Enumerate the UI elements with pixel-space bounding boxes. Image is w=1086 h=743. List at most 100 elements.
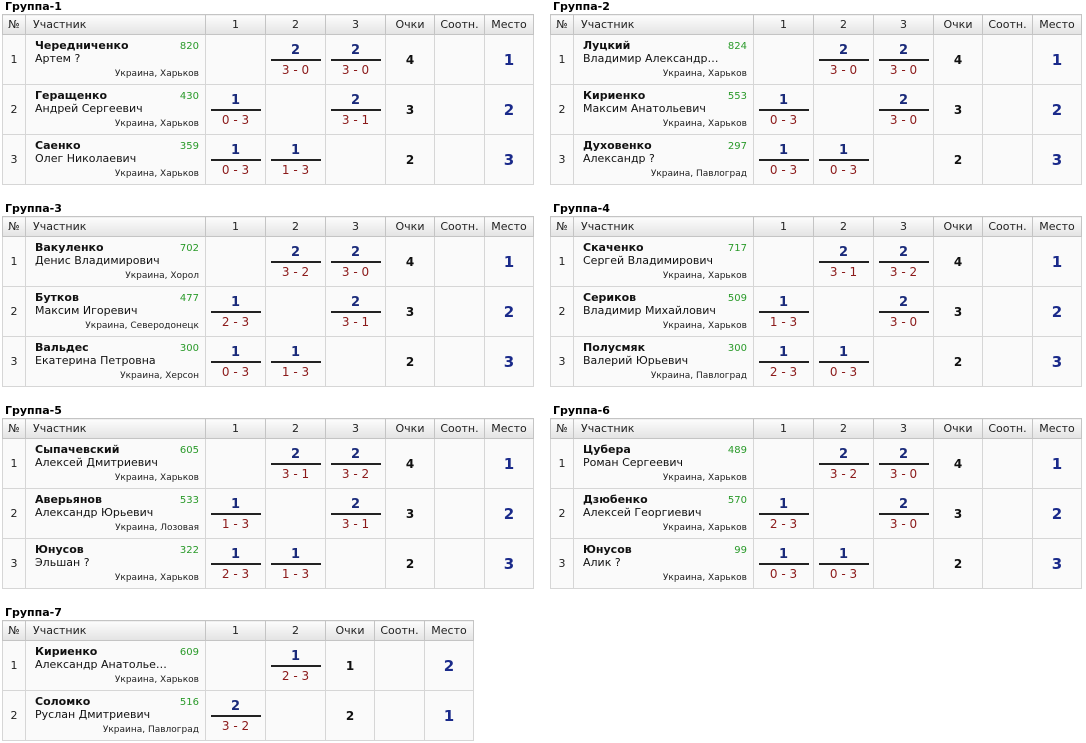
col-header-num: № (550, 418, 574, 439)
participant-rating: 605 (179, 445, 199, 456)
participant-surname[interactable]: Юнусов (583, 543, 632, 556)
match-score: 0 - 3 (221, 112, 250, 127)
points-cell: 3 (385, 488, 435, 539)
participant-surname[interactable]: Луцкий (583, 39, 631, 52)
participant-cell[interactable]: Скаченко Сергей Владимирович 717 Украина, Х… (573, 236, 754, 287)
participant-name: Алик ? (583, 556, 621, 569)
participant-name: Алексей Дмитриевич (35, 456, 158, 469)
match-result: 1 0 - 3 (753, 84, 814, 135)
participant-surname[interactable]: Кириенко (583, 89, 646, 102)
match-points: 2 (898, 42, 909, 58)
group-panel: Группа-6 № Участник 1 2 3 Очки Соотн. Место 1 Цубе… (550, 404, 1082, 589)
col-header-opponent: 2 (813, 14, 874, 35)
participant-city: Украина, Северодонецк (85, 321, 199, 331)
participant-surname[interactable]: Цубера (583, 443, 631, 456)
participant-surname[interactable]: Соломко (35, 695, 91, 708)
participant-cell[interactable]: Сыпачевский Алексей Дмитриевич 605 Украина,… (25, 438, 206, 489)
match-score: 1 - 3 (281, 162, 310, 177)
participant-cell[interactable]: Юнусов Алик ? 99 Украина, Харьков (573, 538, 754, 589)
self-cell (873, 336, 934, 387)
match-score: 3 - 2 (889, 264, 918, 279)
participant-surname[interactable]: Аверьянов (35, 493, 102, 506)
match-score: 2 - 3 (769, 516, 798, 531)
match-result: 2 3 - 0 (265, 34, 326, 85)
points-cell: 4 (933, 236, 983, 287)
participant-cell[interactable]: Соломко Руслан Дмитриевич 516 Украина, Павл… (25, 690, 206, 741)
participant-cell[interactable]: Духовенко Александр ? 297 Украина, Павлогра… (573, 134, 754, 185)
table-row: 3 Полусмяк Валерий Юрьевич 300 Украина, Павл… (550, 336, 1082, 387)
self-cell (325, 336, 386, 387)
participant-surname[interactable]: Сериков (583, 291, 637, 304)
match-result: 1 0 - 3 (205, 134, 266, 185)
participant-surname[interactable]: Скаченко (583, 241, 644, 254)
match-result: 1 2 - 3 (205, 538, 266, 589)
match-score: 2 - 3 (281, 668, 310, 683)
match-result: 1 0 - 3 (753, 538, 814, 589)
participant-surname[interactable]: Кириенко (35, 645, 98, 658)
group-panel: Группа-5 № Участник 1 2 3 Очки Соотн. Место 1 Сыпа… (2, 404, 534, 589)
match-result: 1 1 - 3 (265, 336, 326, 387)
participant-rating: 359 (179, 141, 199, 152)
participant-cell[interactable]: Полусмяк Валерий Юрьевич 300 Украина, Павло… (573, 336, 754, 387)
participant-cell[interactable]: Цубера Роман Сергеевич 489 Украина, Харьков (573, 438, 754, 489)
points-cell: 3 (933, 286, 983, 337)
col-header-opponent: 1 (205, 418, 266, 439)
participant-surname[interactable]: Юнусов (35, 543, 84, 556)
match-result: 1 2 - 3 (265, 640, 326, 691)
participant-cell[interactable]: Кириенко Максим Анатольевич 553 Украина, Ха… (573, 84, 754, 135)
points-cell: 3 (933, 84, 983, 135)
participant-name: Екатерина Петровна (35, 354, 156, 367)
participant-surname[interactable]: Сыпачевский (35, 443, 120, 456)
result-divider (210, 714, 261, 717)
table-row: 3 Духовенко Александр ? 297 Украина, Павлогр… (550, 134, 1082, 185)
col-header-opponent: 1 (205, 620, 266, 641)
participant-city: Украина, Хорол (125, 271, 199, 281)
participant-surname[interactable]: Саенко (35, 139, 81, 152)
table-row: 2 Аверьянов Александр Юрьевич 533 Украина, Л… (2, 488, 534, 539)
ratio-cell (434, 438, 485, 489)
col-header-num: № (550, 14, 574, 35)
col-header-participant: Участник (25, 14, 206, 35)
participant-cell[interactable]: Саенко Олег Николаевич 359 Украина, Харьков (25, 134, 206, 185)
col-header-opponent: 1 (753, 418, 814, 439)
participant-cell[interactable]: Геращенко Андрей Сергеевич 430 Украина, Хар… (25, 84, 206, 135)
participant-surname[interactable]: Полусмяк (583, 341, 646, 354)
table-row: 1 Цубера Роман Сергеевич 489 Украина, Харько… (550, 438, 1082, 489)
result-divider (210, 310, 261, 313)
match-result: 2 3 - 1 (265, 438, 326, 489)
table-row: 2 Бутков Максим Игоревич 477 Украина, Северо… (2, 286, 534, 337)
participant-cell[interactable]: Дзюбенко Алексей Георгиевич 570 Украина, Ха… (573, 488, 754, 539)
col-header-opponent: 3 (873, 216, 934, 237)
col-header-opponent: 2 (265, 620, 326, 641)
participant-cell[interactable]: Сериков Владимир Михайлович 509 Украина, Ха… (573, 286, 754, 337)
participant-surname[interactable]: Дзюбенко (583, 493, 648, 506)
match-score: 3 - 2 (221, 718, 250, 733)
participant-cell[interactable]: Луцкий Владимир Александро... 824 Украина, … (573, 34, 754, 85)
participant-cell[interactable]: Вакуленко Денис Владимирович 702 Украина, Х… (25, 236, 206, 287)
participant-cell[interactable]: Аверьянов Александр Юрьевич 533 Украина, Ло… (25, 488, 206, 539)
col-header-num: № (550, 216, 574, 237)
match-points: 1 (230, 546, 241, 562)
participant-cell[interactable]: Юнусов Эльшан ? 322 Украина, Харьков (25, 538, 206, 589)
row-number: 2 (550, 488, 574, 539)
participant-cell[interactable]: Бутков Максим Игоревич 477 Украина, Северод… (25, 286, 206, 337)
participant-surname[interactable]: Духовенко (583, 139, 652, 152)
match-result: 2 3 - 0 (873, 34, 934, 85)
participant-cell[interactable]: Чередниченко Артем ? 820 Украина, Харьков (25, 34, 206, 85)
participant-cell[interactable]: Вальдес Екатерина Петровна 300 Украина, Хер… (25, 336, 206, 387)
participant-surname[interactable]: Вальдес (35, 341, 89, 354)
participant-cell[interactable]: Кириенко Александр Анатольевич 609 Украина,… (25, 640, 206, 691)
ratio-cell (374, 640, 425, 691)
participant-rating: 509 (727, 293, 747, 304)
col-header-opponent: 2 (813, 418, 874, 439)
self-cell (265, 690, 326, 741)
participant-surname[interactable]: Вакуленко (35, 241, 104, 254)
participant-surname[interactable]: Бутков (35, 291, 79, 304)
participant-city: Украина, Харьков (662, 321, 747, 331)
participant-surname[interactable]: Геращенко (35, 89, 108, 102)
points-cell: 2 (933, 134, 983, 185)
ratio-cell (434, 488, 485, 539)
participant-surname[interactable]: Чередниченко (35, 39, 129, 52)
col-header-ratio: Соотн. (982, 418, 1033, 439)
participant-name: Владимир Михайлович (583, 304, 716, 317)
